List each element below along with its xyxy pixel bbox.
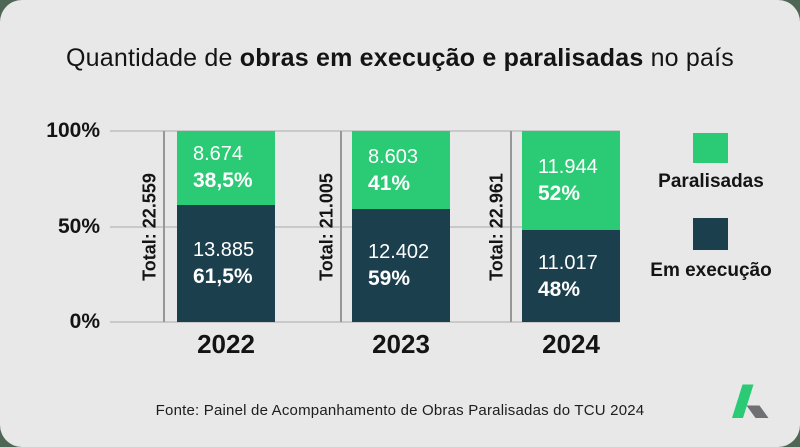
chart-title-emphasis: obras em execução e paralisadas	[239, 44, 644, 72]
y-axis-tick: 100%	[46, 119, 100, 142]
y-axis-tick: 0%	[69, 310, 100, 333]
x-axis-category-label: 2024	[542, 329, 600, 359]
segment-percent: 38,5%	[193, 169, 253, 193]
chart-title-prefix: Quantidade de	[66, 44, 240, 72]
brand-logo-green-stroke	[732, 384, 754, 418]
segment-percent: 61,5%	[193, 264, 253, 288]
segment-value: 12.402	[368, 240, 430, 263]
x-axis-category-label: 2022	[197, 329, 255, 359]
y-axis-tick: 50%	[57, 214, 100, 238]
segment-value: 8.674	[193, 143, 244, 166]
total-label: Total: 21.005	[316, 172, 337, 281]
segment-value: 13.885	[193, 238, 255, 261]
legend-swatch	[693, 218, 728, 250]
source-caption: Fonte: Painel de Acompanhamento de Obras…	[155, 402, 645, 419]
segment-percent: 48%	[538, 277, 581, 301]
total-separator-line	[163, 131, 165, 322]
x-axis-category-label: 2023	[372, 329, 430, 359]
gridline	[110, 321, 620, 323]
bar-segment-paralisadas: 8.603 41%	[352, 131, 450, 210]
total-label: Total: 22.559	[139, 172, 160, 281]
total-label: Total: 22.961	[486, 172, 507, 281]
stacked-bar: 8.674 38,5% 13.885 61,5%	[177, 131, 275, 322]
total-separator-line	[340, 131, 342, 322]
chart-title-suffix: no país	[643, 44, 734, 72]
segment-percent: 52%	[538, 182, 581, 205]
legend-label: Paralisadas	[658, 171, 764, 192]
bar-segment-paralisadas: 8.674 38,5%	[177, 131, 275, 205]
bar-segment-em-execucao: 12.402 59%	[352, 209, 450, 322]
bar-segment-em-execucao: 11.017 48%	[522, 230, 620, 322]
segment-value: 11.017	[538, 251, 598, 274]
bar-segment-em-execucao: 13.885 61,5%	[177, 204, 275, 322]
segment-percent: 59%	[368, 266, 411, 290]
brand-logo	[732, 384, 769, 418]
stacked-bar: 11.944 52% 11.017 48%	[522, 131, 620, 322]
bar-segment-paralisadas: 11.944 52%	[522, 131, 620, 231]
stacked-bar: 8.603 41% 12.402 59%	[352, 131, 450, 322]
chart-title: Quantidade de obras em execução e parali…	[0, 44, 800, 73]
segment-value: 8.603	[368, 145, 419, 168]
legend-label: Em execução	[650, 260, 772, 281]
segment-value: 11.944	[538, 156, 598, 178]
brand-logo-gray-stroke	[746, 405, 769, 418]
segment-percent: 41%	[368, 171, 411, 195]
total-separator-line	[510, 131, 512, 322]
legend-swatch	[693, 133, 728, 163]
